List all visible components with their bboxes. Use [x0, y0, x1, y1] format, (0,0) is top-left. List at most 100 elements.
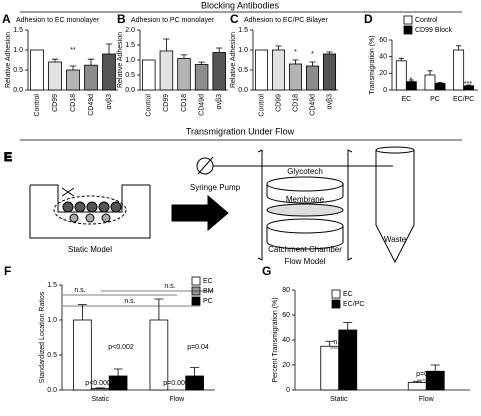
bar	[395, 60, 407, 91]
bar	[453, 49, 465, 91]
y-tick-label: 1.5	[13, 27, 23, 34]
bar	[305, 65, 320, 91]
x-tick-label: Flow	[169, 396, 185, 403]
x-tick-label: CD99	[163, 94, 170, 112]
error-bar	[113, 368, 123, 376]
error-bar	[408, 79, 414, 82]
annotation: *	[410, 77, 413, 84]
legend-swatch	[331, 299, 341, 309]
x-tick-label: CD99	[52, 94, 59, 112]
panel-letter: F	[4, 264, 11, 278]
panel-letter: E	[4, 150, 12, 164]
bar	[159, 50, 174, 91]
bar	[84, 64, 98, 91]
error-bar	[95, 387, 105, 389]
x-tick-label: CD49d	[309, 94, 316, 116]
y-tick-label: 1.5	[47, 282, 57, 289]
legend-swatch	[403, 25, 413, 35]
diagram-label: Syringe Pump	[190, 183, 241, 192]
annotation: ***	[464, 81, 472, 88]
legend-swatch	[403, 15, 413, 25]
y-tick-label: 60	[282, 312, 290, 319]
annotation: n.s.	[124, 298, 135, 305]
panel-letter: D	[364, 12, 373, 26]
waste-tube	[375, 150, 415, 264]
error-bar	[326, 51, 333, 54]
x-tick-label: CD49d	[198, 94, 205, 116]
bar	[254, 49, 269, 91]
annotation: p=005	[416, 371, 436, 378]
y-tick-label: 0.5	[125, 72, 135, 79]
error-bar	[105, 43, 113, 54]
x-tick-label: Control	[34, 94, 41, 117]
panel-letter: A	[2, 12, 11, 26]
bar	[66, 69, 80, 91]
y-tick-label: 60	[379, 37, 387, 44]
bar	[288, 63, 303, 91]
y-tick-label: 0	[286, 387, 290, 394]
x-tick-label: EC	[401, 96, 411, 103]
annotation: **	[70, 47, 76, 54]
cells	[62, 201, 122, 223]
bar	[320, 345, 340, 391]
chart-title: Adhesion to EC/PC Bilayer	[244, 17, 328, 24]
bar	[90, 388, 110, 391]
x-tick-label: Control	[258, 94, 265, 117]
error-bar	[163, 38, 170, 51]
y-axis-label: Relative Adhesion	[230, 32, 237, 88]
bar	[407, 382, 427, 391]
annotation: n.s.	[164, 283, 175, 290]
error-bar	[77, 304, 87, 320]
bar	[434, 82, 446, 91]
y-axis-label: Transmigration (%)	[369, 35, 376, 94]
panel-letter: B	[117, 12, 126, 26]
error-bar	[325, 340, 335, 347]
x-tick-label: CD18	[292, 94, 299, 112]
y-tick-label: 1.0	[125, 57, 135, 64]
error-bar	[180, 54, 188, 59]
x-tick-label: αvβ3	[326, 94, 333, 110]
error-bar	[190, 367, 200, 376]
bar	[142, 59, 156, 91]
error-bar	[216, 47, 223, 53]
error-bar	[456, 45, 462, 50]
y-tick-label: 1.0	[13, 47, 23, 54]
y-axis-label: Relative Adhesion	[5, 32, 12, 88]
y-tick-label: 0.5	[238, 67, 248, 74]
diagram-label: Waste	[384, 235, 407, 244]
annotation: n.s.	[74, 287, 85, 294]
legend-swatch	[331, 289, 341, 299]
bar	[322, 53, 337, 91]
y-tick-label: 0.5	[47, 352, 57, 359]
error-bar	[69, 65, 77, 70]
bar	[30, 49, 44, 91]
diagram-label: Membrane	[286, 195, 325, 204]
panel-letter: C	[230, 12, 239, 26]
bar	[271, 49, 286, 91]
error-bar	[198, 61, 205, 65]
error-bar	[427, 70, 433, 75]
y-tick-label: 80	[282, 287, 290, 294]
legend-label: EC/PC	[343, 301, 364, 308]
chart-title: Adhesion to PC monolayer	[131, 17, 215, 24]
diagram-label: Flow Model	[285, 257, 326, 266]
annotation: p<0.0001	[85, 380, 114, 387]
x-tick-label: Control	[146, 94, 153, 117]
bar	[102, 53, 116, 91]
diagram-label: Static Model	[68, 245, 112, 254]
catchment	[266, 226, 344, 250]
chart-title: Adhesion to EC monolayer	[16, 17, 100, 24]
y-axis-label: Relative Adhesion	[117, 32, 124, 88]
membrane	[266, 203, 344, 217]
y-tick-label: 20	[282, 362, 290, 369]
header: Blocking Antibodies	[201, 0, 280, 10]
chamber-top	[266, 176, 344, 192]
error-bar	[343, 322, 353, 330]
bar	[194, 64, 209, 91]
flow-diagram: E Static Model Syringe Pump Glycotech Me…	[4, 146, 415, 266]
chamber	[266, 184, 344, 204]
x-tick-label: EC/PC	[453, 96, 474, 103]
y-tick-label: 0	[383, 87, 387, 94]
diagram-label: Glycotech	[287, 167, 323, 176]
annotation: n.s.	[333, 339, 344, 346]
